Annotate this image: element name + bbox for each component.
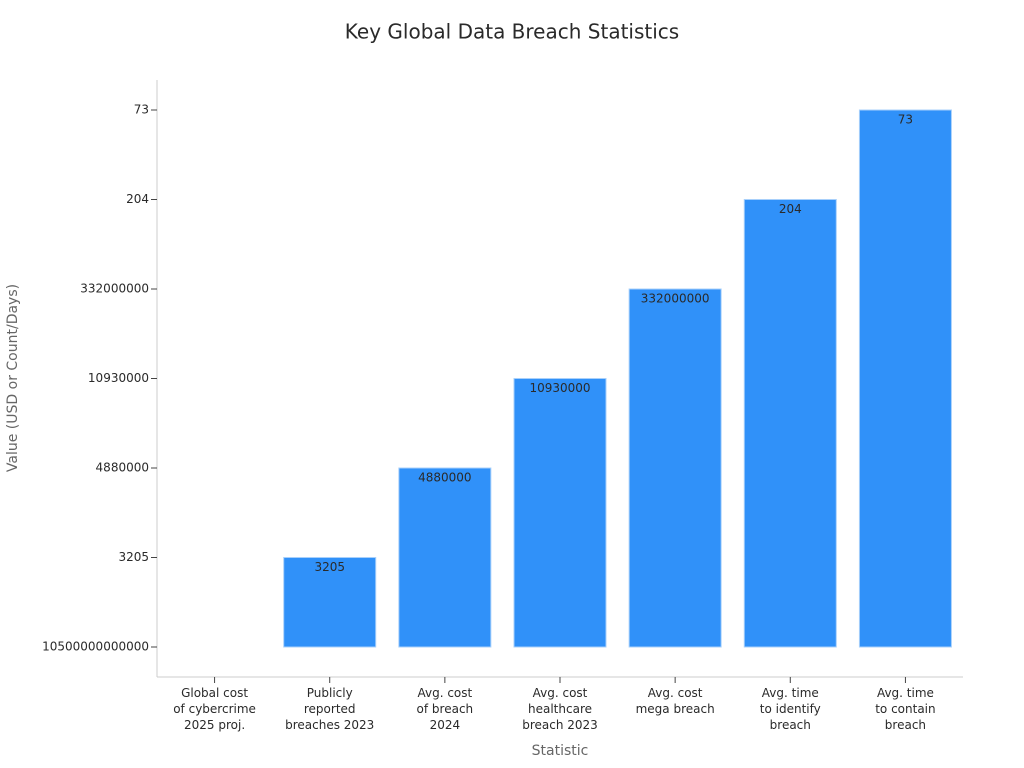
data-label: 10930000 bbox=[529, 381, 590, 395]
bar bbox=[628, 288, 722, 648]
bar bbox=[513, 378, 607, 648]
y-tick-label: 332000000 bbox=[80, 282, 149, 296]
chart-title: Key Global Data Breach Statistics bbox=[345, 20, 679, 44]
x-tick-label: Avg. cost mega breach bbox=[636, 686, 715, 716]
y-tick-label: 73 bbox=[134, 103, 149, 117]
bar bbox=[283, 557, 377, 648]
x-tick-label: Avg. cost of breach 2024 bbox=[417, 686, 474, 732]
y-tick-label: 3205 bbox=[118, 550, 149, 564]
bar bbox=[743, 199, 837, 648]
y-tick-label: 4880000 bbox=[96, 461, 149, 475]
y-tick-label: 10930000 bbox=[88, 371, 149, 385]
bar bbox=[398, 467, 492, 648]
x-tick-label: Avg. time to identify breach bbox=[760, 686, 821, 732]
data-label: 4880000 bbox=[418, 471, 471, 485]
data-label: 332000000 bbox=[641, 292, 710, 306]
data-label: 3205 bbox=[314, 560, 345, 574]
x-tick-label: Publicly reported breaches 2023 bbox=[285, 686, 374, 732]
bar bbox=[858, 109, 952, 648]
x-axis-title: Statistic bbox=[532, 743, 589, 759]
x-tick-label: Avg. time to contain breach bbox=[875, 686, 935, 732]
x-tick-label: Avg. cost healthcare breach 2023 bbox=[522, 686, 598, 732]
y-tick-label: 204 bbox=[126, 192, 149, 206]
x-tick-label: Global cost of cybercrime 2025 proj. bbox=[173, 686, 256, 732]
y-tick-label: 10500000000000 bbox=[42, 640, 149, 654]
data-label: 204 bbox=[779, 202, 802, 216]
y-axis-title: Value (USD or Count/Days) bbox=[5, 284, 21, 472]
data-label: 73 bbox=[898, 113, 913, 127]
